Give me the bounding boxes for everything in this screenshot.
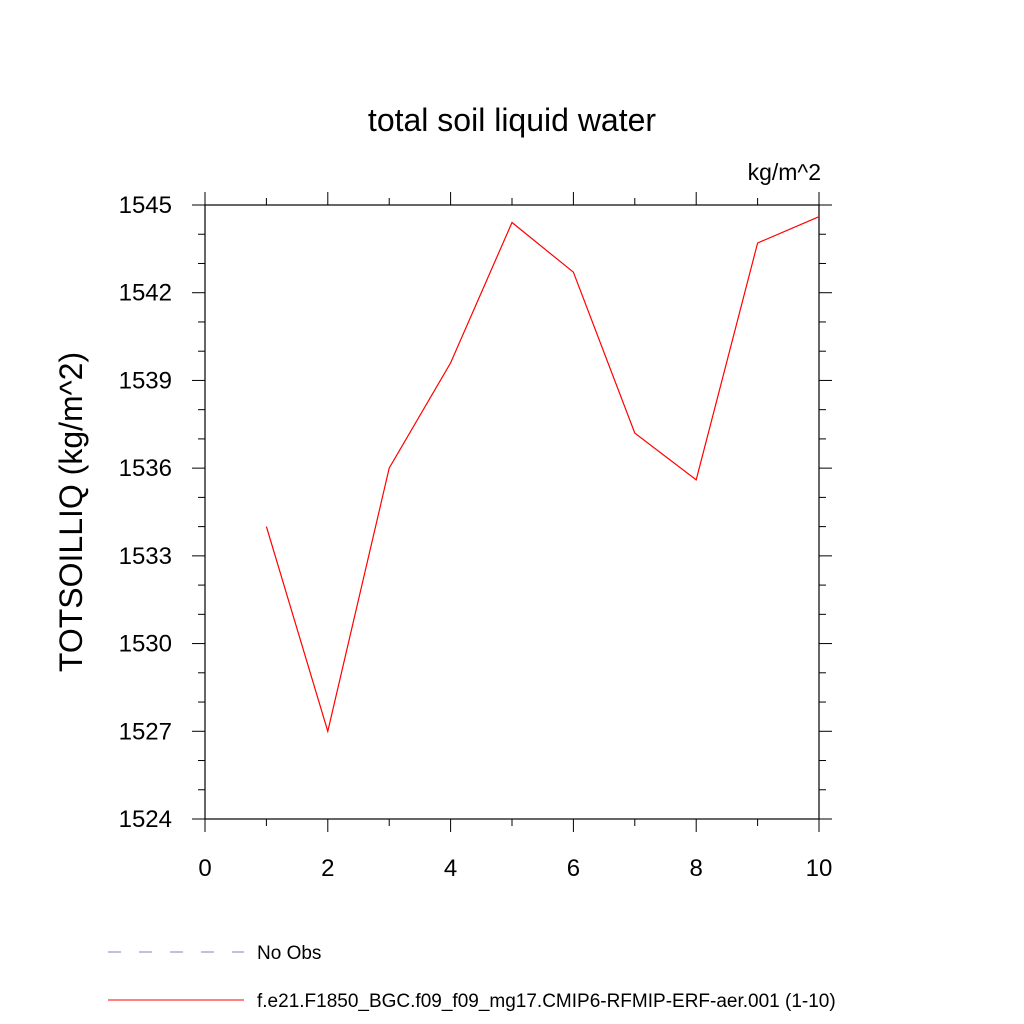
plot-frame: [204, 204, 820, 820]
chart-title: total soil liquid water: [368, 102, 656, 138]
units-label: kg/m^2: [748, 159, 821, 185]
y-axis-label: TOTSOILLIQ (kg/m^2): [53, 352, 89, 672]
legend: No Obs f.e21.F1850_BGC.f09_f09_mg17.CMIP6…: [108, 943, 836, 1012]
y-tick-label: 1536: [119, 455, 172, 482]
x-tick-label: 6: [567, 855, 580, 882]
y-tick-label: 1539: [119, 367, 172, 394]
x-tick-label: 8: [690, 855, 703, 882]
x-tick-label: 2: [321, 855, 334, 882]
y-tick-label: 1545: [119, 192, 172, 219]
axis-ticks: [192, 192, 832, 832]
y-tick-label: 1533: [119, 543, 172, 570]
x-tick-label: 0: [198, 855, 211, 882]
x-tick-label: 10: [806, 855, 833, 882]
series-layer: [265, 216, 820, 734]
legend-label: No Obs: [257, 943, 321, 964]
y-tick-label: 1542: [119, 280, 172, 307]
y-tick-label: 1527: [119, 718, 172, 745]
legend-label: f.e21.F1850_BGC.f09_f09_mg17.CMIP6-RFMIP…: [257, 991, 836, 1012]
y-tick-label: 1524: [119, 806, 172, 833]
x-tick-label: 4: [444, 855, 457, 882]
y-tick-label: 1530: [119, 631, 172, 658]
tick-labels: 0 2 4 6 8 10 1524 1527 1530 1533 1536 1539 1542 1545: [119, 192, 833, 882]
series-line: [265, 216, 820, 734]
